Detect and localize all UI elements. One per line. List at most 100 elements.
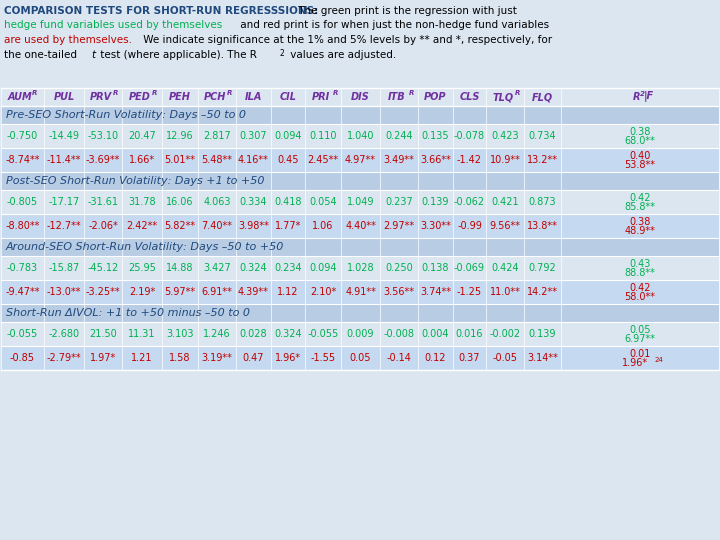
Text: ITB: ITB (388, 92, 406, 102)
Text: 21.50: 21.50 (89, 329, 117, 339)
Text: -0.069: -0.069 (454, 263, 485, 273)
Text: 14.2**: 14.2** (527, 287, 558, 297)
Text: -9.47**: -9.47** (5, 287, 40, 297)
Text: 0.42: 0.42 (629, 193, 651, 203)
Text: COMPARISON TESTS FOR SHORT-RUN REGRESSSIONS:: COMPARISON TESTS FOR SHORT-RUN REGRESSSI… (4, 6, 318, 16)
Text: 0.324: 0.324 (240, 263, 267, 273)
Text: 0.43: 0.43 (629, 259, 651, 269)
Text: TLQ: TLQ (492, 92, 513, 102)
Text: CLS: CLS (459, 92, 480, 102)
Text: PUL: PUL (53, 92, 75, 102)
Text: 2.97**: 2.97** (384, 221, 415, 231)
Text: 48.9**: 48.9** (624, 226, 655, 236)
Text: 0.139: 0.139 (528, 329, 557, 339)
Text: 0.139: 0.139 (422, 197, 449, 207)
Text: 0.307: 0.307 (240, 131, 267, 141)
Text: -11.4**: -11.4** (47, 155, 81, 165)
Text: R: R (632, 92, 640, 102)
Text: We indicate significance at the 1% and 5% levels by ** and *, respectively, for: We indicate significance at the 1% and 5… (140, 35, 552, 45)
Bar (1, 238, 719, 256)
Text: 3.66**: 3.66** (420, 155, 451, 165)
Text: -8.80**: -8.80** (5, 221, 40, 231)
Text: 1.96*: 1.96* (275, 353, 301, 363)
Text: -0.008: -0.008 (384, 329, 415, 339)
Text: -0.002: -0.002 (490, 329, 521, 339)
Text: the one-tailed: the one-tailed (4, 50, 80, 59)
Text: -0.055: -0.055 (7, 329, 38, 339)
Text: 4.40**: 4.40** (345, 221, 376, 231)
Text: 2.10*: 2.10* (310, 287, 336, 297)
Text: 0.250: 0.250 (385, 263, 413, 273)
Text: 0.38: 0.38 (629, 217, 651, 227)
Text: 3.56**: 3.56** (384, 287, 415, 297)
Text: 6.97**: 6.97** (624, 334, 655, 344)
Text: 0.45: 0.45 (277, 155, 299, 165)
Text: 11.31: 11.31 (128, 329, 156, 339)
Text: 24: 24 (655, 357, 664, 363)
Text: 0.38: 0.38 (629, 127, 651, 137)
Text: 0.873: 0.873 (528, 197, 557, 207)
Text: 4.39**: 4.39** (238, 287, 269, 297)
Text: 20.47: 20.47 (128, 131, 156, 141)
Text: 1.21: 1.21 (131, 353, 153, 363)
Text: 0.016: 0.016 (456, 329, 483, 339)
Text: 2.45**: 2.45** (307, 155, 338, 165)
Text: 10.9**: 10.9** (490, 155, 521, 165)
Text: are used by themselves.: are used by themselves. (4, 35, 132, 45)
Text: 1.246: 1.246 (203, 329, 231, 339)
Text: 1.040: 1.040 (347, 131, 374, 141)
Text: -2.06*: -2.06* (88, 221, 118, 231)
Text: 0.334: 0.334 (240, 197, 267, 207)
Text: 12.96: 12.96 (166, 131, 194, 141)
Text: AUM: AUM (8, 92, 33, 102)
Text: t: t (91, 50, 95, 59)
Text: 0.237: 0.237 (385, 197, 413, 207)
Text: -0.85: -0.85 (10, 353, 35, 363)
Text: 13.2**: 13.2** (527, 155, 558, 165)
Text: -0.99: -0.99 (457, 221, 482, 231)
Text: 1.97*: 1.97* (90, 353, 116, 363)
Text: -0.750: -0.750 (7, 131, 38, 141)
Text: 7.40**: 7.40** (202, 221, 233, 231)
Text: and red print is for when just the non-hedge fund variables: and red print is for when just the non-h… (237, 21, 549, 30)
Text: 0.138: 0.138 (422, 263, 449, 273)
Bar (1, 0, 719, 88)
Text: PCH: PCH (204, 92, 226, 102)
Text: 0.01: 0.01 (629, 349, 651, 359)
Text: PRI: PRI (312, 92, 330, 102)
Text: values are adjusted.: values are adjusted. (287, 50, 396, 59)
Text: CIL: CIL (279, 92, 297, 102)
Text: 4.91**: 4.91** (345, 287, 376, 297)
Text: POP: POP (424, 92, 446, 102)
Text: 1.028: 1.028 (347, 263, 374, 273)
Text: 5.82**: 5.82** (164, 221, 196, 231)
Text: -15.87: -15.87 (48, 263, 80, 273)
Text: 53.8**: 53.8** (624, 160, 655, 170)
Text: 31.78: 31.78 (128, 197, 156, 207)
Text: -31.61: -31.61 (88, 197, 119, 207)
Text: 68.0**: 68.0** (624, 136, 655, 146)
Text: ILA: ILA (245, 92, 262, 102)
Text: hedge fund variables used by themselves: hedge fund variables used by themselves (4, 21, 222, 30)
Text: 4.16**: 4.16** (238, 155, 269, 165)
Text: PED: PED (129, 92, 151, 102)
Text: 0.244: 0.244 (385, 131, 413, 141)
Text: -0.055: -0.055 (307, 329, 338, 339)
Text: 3.19**: 3.19** (202, 353, 233, 363)
Text: 0.234: 0.234 (274, 263, 302, 273)
Bar (1, 304, 719, 322)
Text: -1.55: -1.55 (310, 353, 336, 363)
Text: The green print is the regression with just: The green print is the regression with j… (295, 6, 517, 16)
Text: 0.12: 0.12 (425, 353, 446, 363)
Text: 0.009: 0.009 (347, 329, 374, 339)
Bar (1, 346, 719, 370)
Text: 2.42**: 2.42** (127, 221, 158, 231)
Text: 0.734: 0.734 (528, 131, 557, 141)
Text: -0.14: -0.14 (387, 353, 411, 363)
Text: 6.91**: 6.91** (202, 287, 233, 297)
Text: -8.74**: -8.74** (5, 155, 40, 165)
Text: R: R (151, 90, 157, 96)
Text: 9.56**: 9.56** (490, 221, 521, 231)
Text: R: R (32, 90, 37, 96)
Text: 88.8**: 88.8** (624, 268, 655, 278)
